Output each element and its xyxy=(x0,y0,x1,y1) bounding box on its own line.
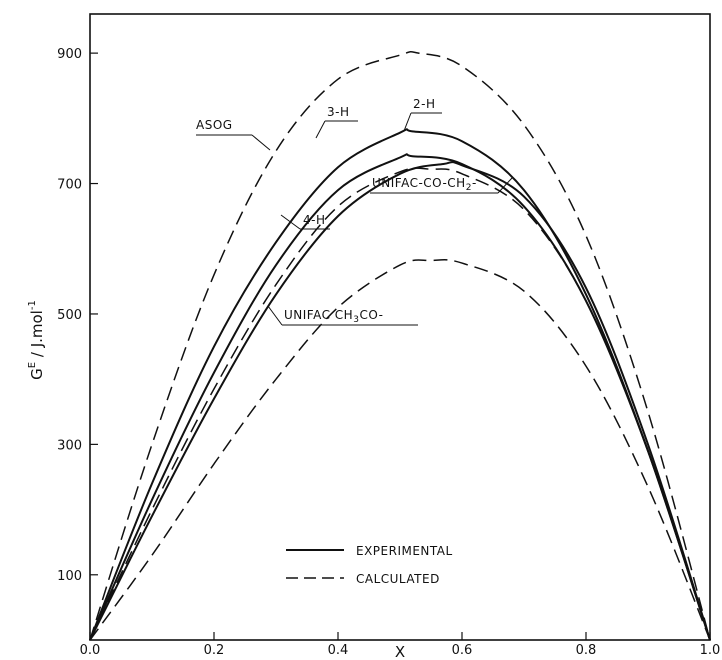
annotation-4h-label: 4-H xyxy=(303,213,326,227)
series-line-unifac-ch3co xyxy=(89,259,711,641)
y-axis-title: GE / J.mol-1 xyxy=(27,300,46,380)
y-tick-label-2: 500 xyxy=(57,308,82,323)
annotation-4h: 4-H xyxy=(280,213,330,230)
series-line-unifac-co-ch2 xyxy=(89,167,711,641)
annotation-3h-label: 3-H xyxy=(327,105,350,119)
series-lines xyxy=(89,51,711,641)
axis-ticks xyxy=(89,52,711,640)
series-line-4-h xyxy=(89,161,711,641)
x-tick-label-5: 1.0 xyxy=(700,643,721,658)
tick-labels: 0.0 0.2 0.4 0.6 0.8 1.0 100 300 500 700 900 xyxy=(57,47,720,658)
annotation-asog-label: ASOG xyxy=(196,118,233,132)
annotation-2h: 2-H xyxy=(403,97,442,132)
plot-frame xyxy=(89,13,711,641)
x-tick-label-2: 0.4 xyxy=(328,643,349,658)
x-axis-title: X xyxy=(395,643,405,660)
series-line-asog xyxy=(89,51,711,641)
annotation-unifac-co-ch2: UNIFAC-CO-CH2- xyxy=(370,176,513,194)
annotation-3h: 3-H xyxy=(315,105,358,139)
y-tick-label-4: 900 xyxy=(57,47,82,62)
legend-label-experimental: EXPERIMENTAL xyxy=(356,544,453,558)
legend-label-calculated: CALCULATED xyxy=(356,572,440,586)
x-tick-label-3: 0.6 xyxy=(452,643,473,658)
series-line-2-h xyxy=(89,153,711,641)
annotation-unifac-ch3co: UNIFAC CH3CO- xyxy=(267,305,418,326)
annotation-unifac-co-ch2-label: UNIFAC-CO-CH2- xyxy=(372,176,477,193)
x-tick-label-4: 0.8 xyxy=(576,643,597,658)
annotation-unifac-ch3co-label: UNIFAC CH3CO- xyxy=(284,308,383,325)
series-line-3-h xyxy=(89,128,711,641)
y-tick-label-3: 700 xyxy=(57,178,82,193)
y-tick-label-0: 100 xyxy=(57,569,82,584)
legend: EXPERIMENTAL CALCULATED xyxy=(286,544,453,586)
y-tick-label-1: 300 xyxy=(57,438,82,453)
x-tick-label-1: 0.2 xyxy=(204,643,225,658)
annotation-asog: ASOG xyxy=(196,118,271,151)
x-tick-label-0: 0.0 xyxy=(80,643,101,658)
annotation-2h-label: 2-H xyxy=(413,97,436,111)
